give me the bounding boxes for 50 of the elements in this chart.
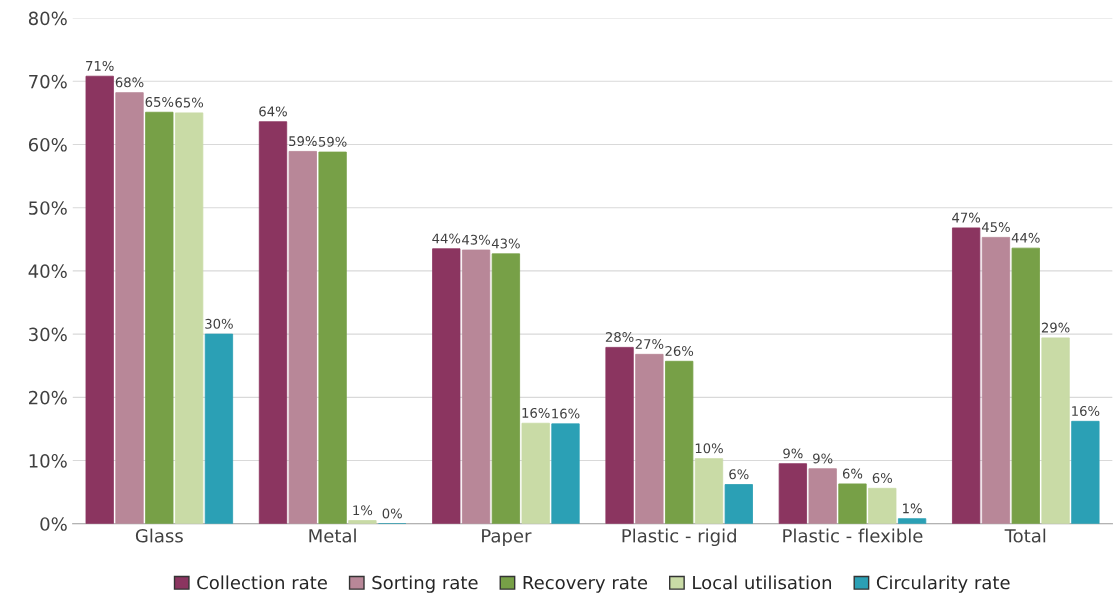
data-label: 1% — [353, 505, 373, 516]
data-label: 26% — [665, 345, 694, 356]
data-label: 16% — [522, 407, 550, 418]
data-label: 65% — [145, 96, 174, 107]
data-label: 30% — [205, 318, 233, 329]
x-tick-label: Paper — [482, 529, 532, 547]
data-label: 0% — [382, 508, 402, 519]
y-tick-label: 10% — [29, 453, 67, 468]
legend-label: Local utilisation — [693, 575, 832, 590]
y-tick-label: 50% — [29, 201, 67, 215]
data-label: 29% — [1041, 322, 1070, 333]
y-tick-label: 80% — [28, 11, 67, 26]
x-tick-label: Plastic - rigid — [622, 528, 736, 547]
data-label: 44% — [432, 233, 461, 244]
x-tick-label: Metal — [309, 528, 356, 543]
data-label: 16% — [552, 408, 580, 419]
y-tick-label: 20% — [29, 390, 67, 405]
x-tick-label: Total — [1004, 528, 1046, 543]
data-label: 16% — [1072, 406, 1100, 417]
data-label: 1% — [903, 503, 922, 514]
data-label: 43% — [462, 234, 491, 245]
data-label: 47% — [952, 212, 981, 223]
legend-label: Circularity rate — [876, 575, 1010, 593]
data-label: 59% — [318, 136, 347, 147]
data-label: 44% — [1011, 232, 1040, 243]
data-label: 43% — [491, 238, 520, 249]
y-tick-label: 40% — [28, 264, 67, 279]
data-label: 6% — [729, 469, 749, 480]
legend-label: Recovery rate — [523, 575, 648, 593]
y-tick-label: 70% — [29, 74, 67, 89]
legend-label: Collection rate — [197, 575, 327, 590]
y-tick-label: 0% — [40, 517, 67, 531]
data-label: 71% — [86, 60, 114, 71]
data-label: 6% — [842, 468, 863, 479]
data-label: 64% — [259, 106, 287, 117]
legend-label: Sorting rate — [372, 575, 478, 593]
data-label: 68% — [115, 77, 144, 88]
data-label: 45% — [981, 222, 1010, 233]
data-label: 28% — [605, 332, 634, 343]
data-label: 6% — [872, 473, 893, 484]
data-label: 9% — [783, 448, 803, 459]
x-tick-label: Glass — [135, 528, 183, 543]
x-tick-label: Plastic - flexible — [783, 528, 923, 543]
y-tick-label: 60% — [28, 137, 67, 152]
data-label: 10% — [695, 443, 723, 454]
data-label: 27% — [635, 339, 664, 349]
y-tick-label: 30% — [29, 327, 67, 342]
data-label: 9% — [813, 453, 833, 464]
data-label: 65% — [175, 97, 204, 108]
data-label: 59% — [289, 136, 317, 147]
